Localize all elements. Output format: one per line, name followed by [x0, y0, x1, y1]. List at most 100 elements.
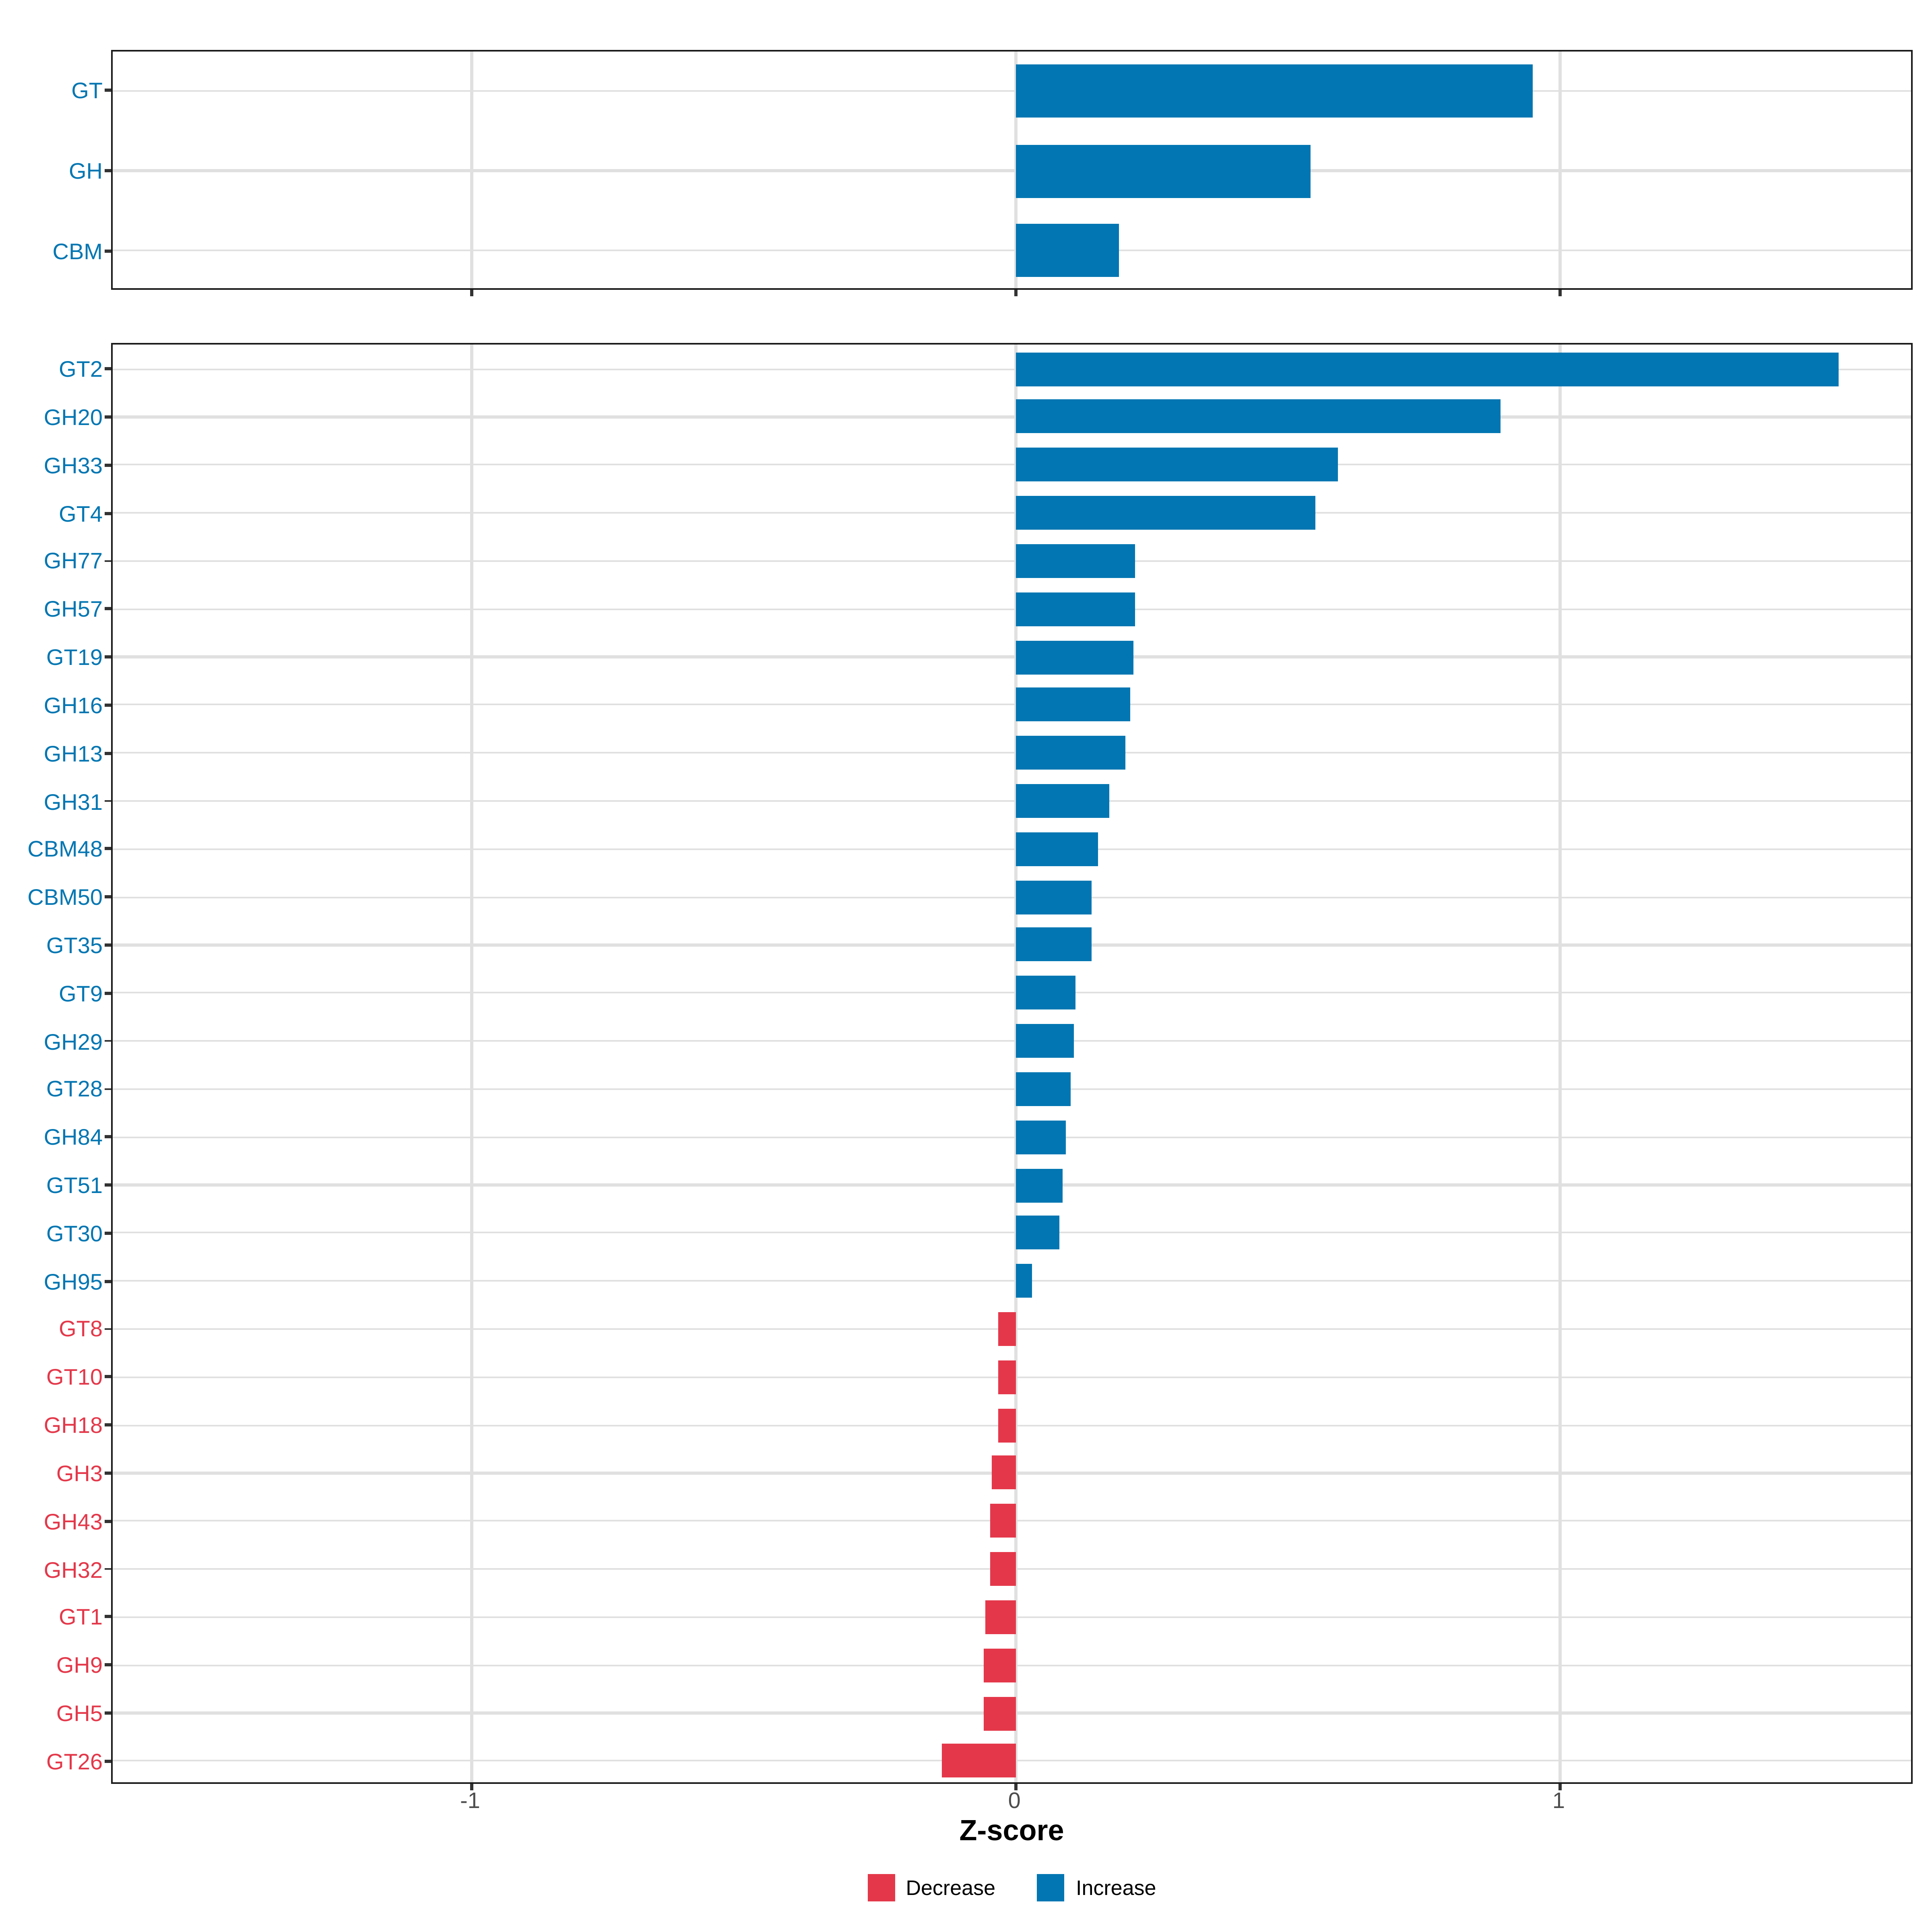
- y-tick-GT2: [104, 367, 111, 371]
- legend-item-decrease: Decrease: [867, 1874, 995, 1901]
- y-tick-GT28: [104, 1088, 111, 1091]
- y-tick-GH9: [104, 1664, 111, 1667]
- bar-CBM: [1016, 224, 1120, 277]
- panel-cazyme-families: GT2 GH20 GH33 GT4 GH77 GH57 GT19 GH16 GH13 GH31 CB…: [27, 343, 1912, 1791]
- y-tick-GT10: [104, 1375, 111, 1379]
- y-tick-GH5: [104, 1711, 111, 1715]
- gridline-row-GT51: [113, 1184, 1910, 1186]
- gridline-row-GT9: [113, 992, 1910, 994]
- x-tick-0: [1014, 1784, 1018, 1791]
- bar-GH57: [1016, 592, 1136, 626]
- y-tick-GT19: [104, 655, 111, 658]
- y-tick-GH3: [104, 1472, 111, 1475]
- bar-GT4: [1016, 496, 1315, 530]
- bar-GH: [1016, 144, 1310, 197]
- bar-GH5: [984, 1696, 1016, 1730]
- x-tick-label-1: 1: [1552, 1787, 1565, 1813]
- y-tick-GT30: [104, 1231, 111, 1234]
- gridline-row-CBM: [113, 250, 1910, 252]
- bar-GT1: [985, 1600, 1016, 1634]
- y-axis-label-GH16: GH16: [43, 692, 103, 718]
- bar-GH3: [992, 1456, 1016, 1490]
- y-axis-label-GT19: GT19: [46, 644, 103, 670]
- bar-GT9: [1016, 976, 1076, 1010]
- bar-GH84: [1016, 1120, 1066, 1154]
- gridline-row-GH13: [113, 752, 1910, 754]
- gridline-row-GT19: [113, 656, 1910, 658]
- gridline-row-GH84: [113, 1136, 1910, 1138]
- y-axis-label-GH33: GH33: [43, 452, 103, 478]
- bar-CBM50: [1016, 880, 1092, 914]
- y-axis-label-GT8: GT8: [59, 1316, 103, 1342]
- y-tick-GH: [104, 169, 111, 172]
- bar-GT51: [1016, 1168, 1063, 1202]
- y-axis-label-GT: GT: [71, 78, 103, 104]
- x-tick-0: [1014, 290, 1018, 296]
- bar-GH18: [997, 1408, 1016, 1442]
- y-axis-label-GT51: GT51: [46, 1172, 103, 1198]
- y-axis-label-GT10: GT10: [46, 1364, 103, 1390]
- gridline-row-GT4: [113, 512, 1910, 514]
- y-axis-label-GH43: GH43: [43, 1508, 103, 1534]
- y-tick-GH43: [104, 1519, 111, 1523]
- gridline-x--1: [471, 51, 473, 287]
- bar-GH20: [1016, 400, 1501, 434]
- y-axis-label-GH57: GH57: [43, 596, 103, 622]
- y-tick-GH31: [104, 799, 111, 803]
- bar-GH13: [1016, 736, 1125, 770]
- gridline-row-GH29: [113, 1040, 1910, 1042]
- bar-GT30: [1016, 1216, 1059, 1250]
- y-axis-label-GT35: GT35: [46, 932, 103, 958]
- y-tick-GH95: [104, 1280, 111, 1283]
- gridline-row-GT30: [113, 1232, 1910, 1234]
- x-tick--1: [470, 1784, 473, 1791]
- y-axis-label-GT28: GT28: [46, 1076, 103, 1102]
- y-tick-GH77: [104, 559, 111, 563]
- y-tick-GT1: [104, 1615, 111, 1619]
- x-axis-title: Z-score: [959, 1814, 1064, 1847]
- y-axis-label-GH20: GH20: [43, 404, 103, 430]
- y-tick-GT35: [104, 943, 111, 947]
- y-tick-GT4: [104, 511, 111, 514]
- gridline-x-1: [1559, 345, 1562, 1782]
- y-tick-GH57: [104, 607, 111, 611]
- gridline-row-GH77: [113, 560, 1910, 562]
- y-axis-label-GT4: GT4: [59, 500, 103, 526]
- bar-GH29: [1016, 1024, 1073, 1058]
- y-tick-GH32: [104, 1567, 111, 1571]
- y-tick-GH20: [104, 415, 111, 419]
- gridline-row-CBM48: [113, 848, 1910, 850]
- bar-GH95: [1016, 1264, 1032, 1298]
- gridline-x--1: [471, 345, 473, 1782]
- y-tick-GH18: [104, 1423, 111, 1427]
- x-tick-label--1: -1: [460, 1787, 480, 1813]
- legend: Decrease Increase: [111, 1874, 1912, 1901]
- bar-GH77: [1016, 544, 1136, 578]
- x-tick-1: [1558, 1784, 1562, 1791]
- x-tick-1: [1558, 290, 1562, 296]
- legend-item-increase: Increase: [1037, 1874, 1156, 1901]
- bar-GT: [1016, 64, 1533, 118]
- y-tick-GT51: [104, 1183, 111, 1187]
- gridline-row-GH16: [113, 704, 1910, 706]
- bar-GT10: [998, 1360, 1016, 1394]
- y-axis-label-CBM: CBM: [52, 237, 103, 264]
- x-tick--1: [470, 290, 473, 296]
- bar-GH31: [1016, 784, 1109, 818]
- legend-key-decrease: [867, 1874, 895, 1901]
- legend-key-increase: [1037, 1874, 1065, 1901]
- y-axis-label-GT30: GT30: [46, 1220, 103, 1246]
- gridline-x-1: [1559, 51, 1562, 287]
- y-axis-label-GH3: GH3: [56, 1460, 103, 1486]
- y-axis-label-CBM50: CBM50: [27, 884, 103, 910]
- y-tick-GH33: [104, 463, 111, 466]
- y-axis-label-GH84: GH84: [43, 1124, 103, 1150]
- gridline-row-GH31: [113, 800, 1910, 802]
- y-axis-label-GH5: GH5: [56, 1700, 103, 1726]
- y-tick-CBM48: [104, 847, 111, 850]
- y-tick-GT26: [104, 1759, 111, 1763]
- bar-GH32: [990, 1552, 1016, 1586]
- y-axis-label-CBM48: CBM48: [27, 836, 103, 862]
- gridline-row-GT35: [113, 944, 1910, 946]
